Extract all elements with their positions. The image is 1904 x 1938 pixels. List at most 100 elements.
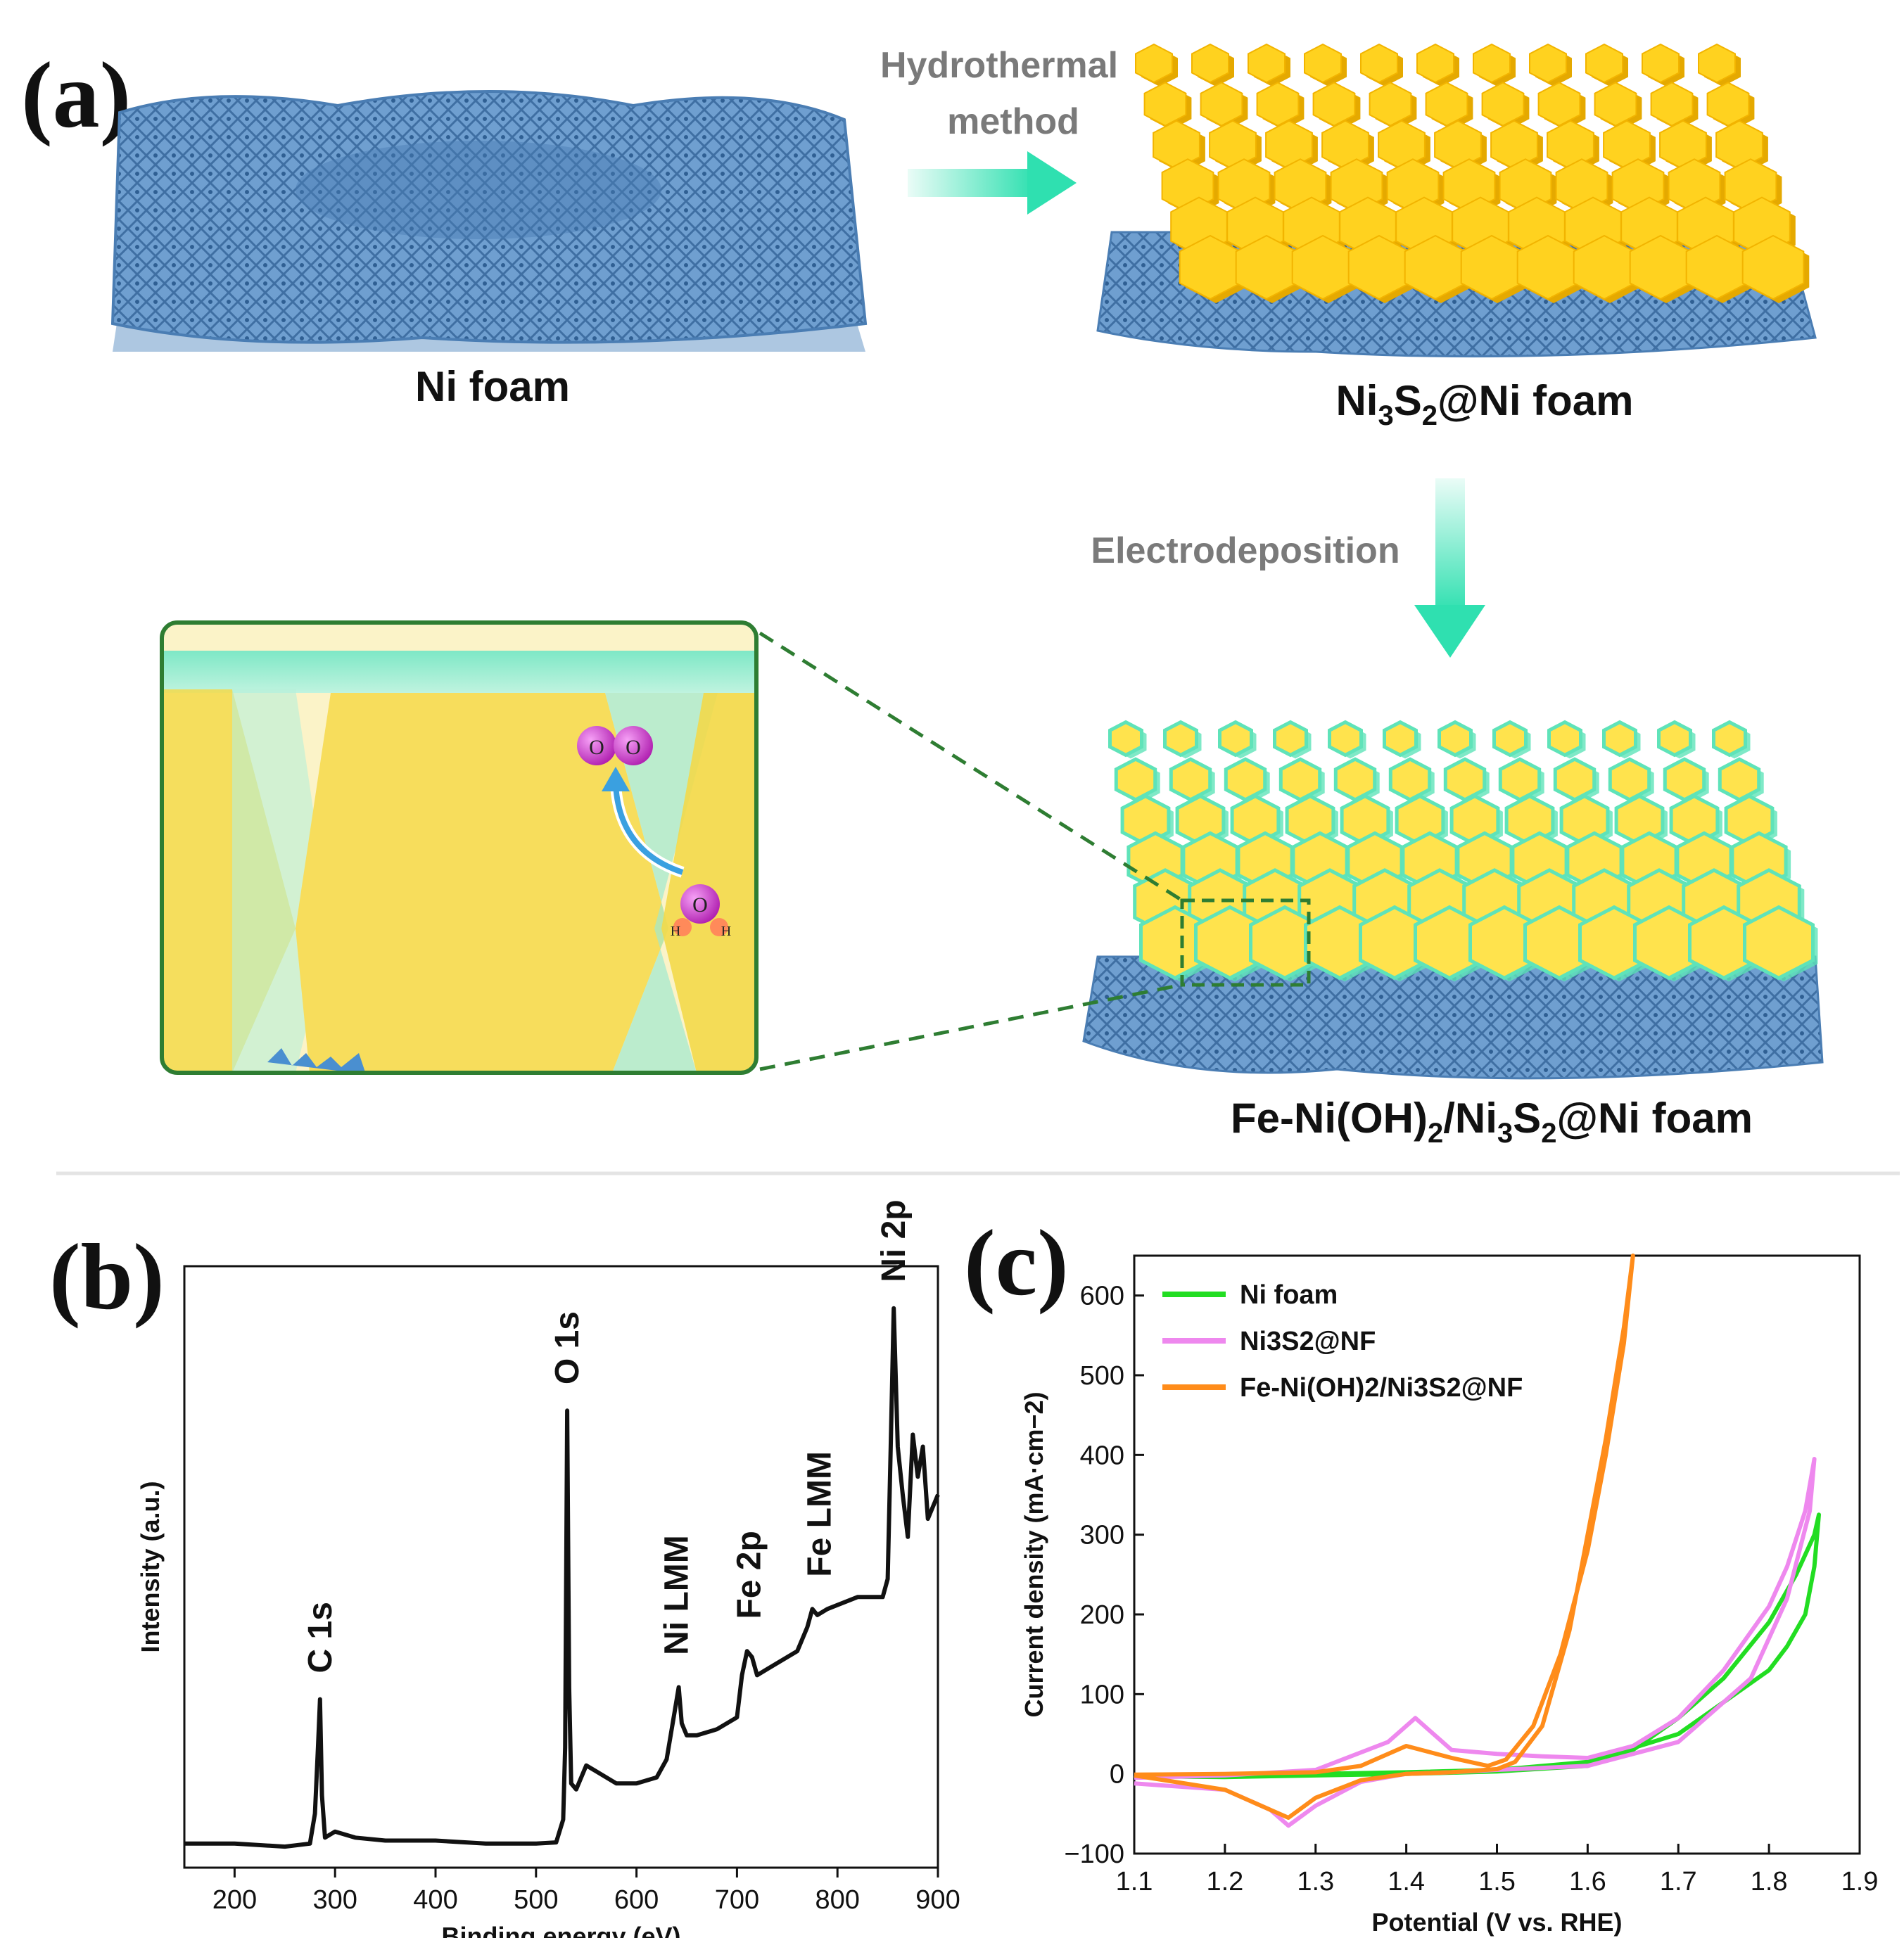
oh-hydrogen-label-1: H (671, 924, 680, 939)
hydroxide-icon: O H H (671, 884, 731, 939)
nanosheet (1537, 82, 1581, 127)
x-tick-label: 1.1 (1116, 1867, 1153, 1896)
peak-label: Fe LMM (801, 1451, 838, 1577)
step-hydrothermal-line1: Hydrothermal (880, 45, 1118, 86)
coated-sheet (1383, 720, 1418, 758)
oxygen-molecule-icon: O O (577, 726, 653, 765)
coated-sheet (1718, 757, 1761, 802)
coated-sheet (1218, 720, 1253, 758)
xps-curve (184, 1306, 940, 1849)
x-tick-label: 900 (915, 1885, 960, 1915)
coated-sheet (1743, 905, 1815, 981)
y-tick-label: 0 (1110, 1760, 1124, 1790)
panel-c: (c) 1.1 1.2 1.3 1.4 1.5 1.6 1.7 1.8 1.9 −100 0 100 2… (964, 1211, 1878, 1937)
nanosheet (1135, 43, 1173, 84)
coated-sheet (1333, 757, 1377, 802)
y-axis-title: Current density (mA·cm−2) (1020, 1391, 1048, 1717)
nanosheet (1715, 120, 1763, 170)
nanosheet (1473, 43, 1511, 84)
o2-atom-1: O (589, 736, 604, 759)
y-axis-title: Intensity (a.u.) (136, 1481, 165, 1652)
coated-sheet (1443, 757, 1487, 802)
x-tick-label: 1.5 (1478, 1867, 1516, 1896)
coated-sheet (1278, 757, 1322, 802)
x-tick-label: 300 (312, 1885, 357, 1915)
oh-hydrogen-label-2: H (721, 924, 731, 939)
y-tick-label: 300 (1080, 1521, 1124, 1550)
x-tick-label: 400 (413, 1885, 457, 1915)
nanosheet (1143, 82, 1187, 127)
nanosheet (1698, 43, 1736, 84)
panel-a: (a) Ni foam Hydrothermal method Ni3S2@Ni… (21, 43, 1824, 1149)
panel-a-label: (a) (21, 43, 131, 147)
inset-frame (160, 620, 759, 1075)
ni3s2-caption: Ni3S2@Ni foam (1335, 377, 1633, 431)
coated-sheet (1547, 720, 1582, 758)
y-tick-label: 200 (1080, 1600, 1124, 1630)
ni3s2-illustration (1096, 43, 1817, 358)
nanosheet (1265, 120, 1313, 170)
nanosheet (1360, 43, 1398, 84)
coated-sheet (1657, 720, 1692, 758)
x-tick-label: 1.7 (1660, 1867, 1697, 1896)
x-tick-label: 1.8 (1751, 1867, 1788, 1896)
nanosheet (1706, 82, 1750, 127)
zoom-region-box (1180, 898, 1311, 987)
nanosheet (1547, 120, 1594, 170)
nanosheet (1312, 82, 1356, 127)
nanosheet (1378, 120, 1426, 170)
nanosheet (1481, 82, 1525, 127)
panel-b-label: (b) (49, 1225, 165, 1329)
x-tick-label: 700 (715, 1885, 759, 1915)
peak-label: Fe 2p (731, 1531, 768, 1619)
coated-sheet (1663, 757, 1706, 802)
coated-sheet (1437, 720, 1473, 758)
nanosheet (1304, 43, 1342, 84)
coated-sheet (1169, 757, 1212, 802)
x-tick-label: 1.4 (1388, 1867, 1425, 1896)
nanosheet (1321, 120, 1369, 170)
step-electrodeposition: Electrodeposition (1091, 530, 1400, 571)
final-caption: Fe-Ni(OH)2/Ni3S2@Ni foam (1231, 1095, 1753, 1149)
cv-curve (1134, 1512, 1821, 1780)
nanosheet (1191, 43, 1229, 84)
ni-foam-illustration (110, 90, 868, 352)
legend-entry: Fe-Ni(OH)2/Ni3S2@NF (1240, 1373, 1523, 1403)
coated-sheet (1108, 720, 1143, 758)
peak-label: Ni LMM (659, 1535, 696, 1655)
coated-sheet (1602, 720, 1637, 758)
coated-sheet (1498, 757, 1542, 802)
ni-foam-caption: Ni foam (415, 363, 570, 410)
step-hydrothermal-line2: method (947, 101, 1079, 142)
nanosheet (1594, 82, 1637, 127)
x-tick-label: 600 (614, 1885, 659, 1915)
x-tick-label: 1.2 (1206, 1867, 1243, 1896)
cv-curve (1134, 1254, 1635, 1820)
x-tick-label: 1.9 (1841, 1867, 1879, 1896)
nanosheet (1248, 43, 1286, 84)
coated-sheet (1273, 720, 1308, 758)
panel-c-label: (c) (964, 1211, 1069, 1315)
coated-sheet (1114, 757, 1157, 802)
plot-frame (183, 1265, 939, 1869)
cv-curve (1134, 1457, 1817, 1828)
legend-entry: Ni foam (1240, 1280, 1338, 1310)
x-axis-title: Potential (V vs. RHE) (1371, 1908, 1622, 1937)
peak-label: C 1s (302, 1602, 339, 1673)
oh-oxygen-label: O (692, 893, 708, 917)
nanosheet (1642, 43, 1680, 84)
oer-inset: O O O H H (160, 620, 759, 1075)
cv-chart: 1.1 1.2 1.3 1.4 1.5 1.6 1.7 1.8 1.9 −100 0 100 200 30… (1020, 1254, 1879, 1937)
x-tick-label: 1.3 (1297, 1867, 1334, 1896)
nanosheet (1603, 120, 1651, 170)
y-tick-label: −100 (1064, 1840, 1124, 1869)
nanosheet (1416, 43, 1454, 84)
nanosheet (1650, 82, 1694, 127)
x-tick-label: 800 (815, 1885, 859, 1915)
x-tick-label: 200 (212, 1885, 257, 1915)
panel-b: (b) 200 300 400 500 600 700 800 900 Binding ener… (49, 1199, 960, 1938)
final-electrode-illustration (1082, 720, 1824, 1080)
zoom-leader-bottom (759, 983, 1183, 1071)
x-tick-label: 1.6 (1569, 1867, 1606, 1896)
